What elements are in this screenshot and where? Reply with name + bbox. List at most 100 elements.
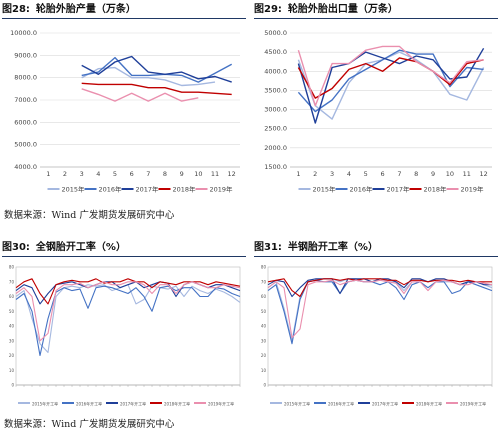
x-tick-label: 2 [63,170,67,178]
y-tick-label: 4500.0 [264,48,287,56]
series-line [81,55,232,83]
legend-label: 2018年开工率 [164,400,190,406]
y-tick-label: 8000.0 [14,74,37,82]
figure-title: 全钢胎开工率（%） [35,242,126,253]
x-tick-label: 5 [364,170,368,178]
series-line [15,284,241,354]
data-source-note: 数据来源：Wind 广发期货发展研究中心 [4,419,175,430]
x-tick-label: 10 [194,170,202,178]
y-tick-label: 1500.0 [264,163,287,171]
figure-title: 半钢胎开工率（%） [287,242,378,253]
legend-label: 2016年开工率 [328,400,354,406]
x-tick-label: 4 [347,170,351,178]
x-tick-label: 12 [479,170,487,178]
chart-panel-29: 图29: 轮胎外胎出口量（万条） 1500.0 2000.0 2500.0 3000.0… [254,2,498,202]
chart-panel-28: 图28: 轮胎外胎产量（万条） 4000.0 5000.0 6000.0 7000.0 8… [2,2,246,202]
x-tick-label: 10 [446,170,454,178]
legend-label: 2017年 [136,184,160,193]
panel-title-31: 图31: 半钢胎开工率（%） [254,240,498,257]
y-tick-label: 0 [263,383,266,388]
panel-title-30: 图30: 全钢胎开工率（%） [2,240,246,257]
y-tick-label: 50 [261,309,267,314]
series-line [297,51,485,120]
y-tick-label: 6000.0 [14,118,37,126]
x-tick-label: 3 [80,170,84,178]
y-tick-label: 4000.0 [264,67,287,75]
legend-label: 2017年 [387,184,411,193]
y-tick-label: 40 [261,324,267,329]
series-line [297,47,485,124]
x-tick-label: 11 [211,170,219,178]
y-tick-label: 40 [9,324,15,329]
y-tick-label: 60 [261,294,267,299]
series-line [81,82,232,96]
x-tick-label: 7 [397,170,401,178]
y-tick-label: 2000.0 [264,144,287,152]
series-line [297,57,484,99]
series-line [297,45,484,107]
legend-label: 2017年开工率 [372,400,398,406]
x-tick-label: 11 [463,170,471,178]
x-tick-label: 1 [296,170,300,178]
legend-label: 2015年 [313,184,337,193]
figure-title: 轮胎外胎出口量（万条） [287,4,398,15]
y-tick-label: 3000.0 [264,106,287,114]
series-line [267,279,493,345]
chart-29: 1500.02000.02500.03000.03500.04000.04500… [264,29,492,193]
series-line [15,278,241,305]
legend-label: 2019年开工率 [208,400,234,406]
x-tick-label: 8 [163,170,167,178]
chart-panel-30: 图30: 全钢胎开工率（%） 0 10 20 30 40 50 60 70 80 2015年开工率 2… [2,240,246,415]
legend-label: 2016年 [350,184,374,193]
x-tick-label: 9 [431,170,435,178]
x-tick-label: 7 [146,170,150,178]
legend-label: 2018年 [173,184,197,193]
y-tick-label: 9000.0 [14,51,37,59]
y-tick-label: 0 [11,383,14,388]
series-line [267,278,493,342]
y-tick-label: 10 [261,368,267,373]
y-tick-label: 10 [9,368,15,373]
y-tick-label: 30 [261,338,267,343]
series-line [267,278,492,298]
x-tick-label: 6 [130,170,134,178]
y-tick-label: 3500.0 [264,86,287,94]
series-line [15,281,241,342]
legend-label: 2019年 [461,184,485,193]
x-tick-label: 2 [313,170,317,178]
figure-number: 图28: [2,4,30,15]
legend-label: 2019年开工率 [460,400,486,406]
y-tick-label: 5000.0 [264,29,287,37]
panel-title-29: 图29: 轮胎外胎出口量（万条） [254,2,498,19]
y-tick-label: 80 [261,265,267,270]
legend-label: 2015年开工率 [32,400,58,406]
legend-label: 2016年 [99,184,123,193]
y-tick-label: 60 [9,294,15,299]
series-line [267,279,493,339]
x-tick-label: 3 [330,170,334,178]
panel-title-28: 图28: 轮胎外胎产量（万条） [2,2,246,19]
y-tick-label: 2500.0 [264,125,287,133]
legend-label: 2015年开工率 [284,400,310,406]
figure-number: 图30: [2,242,30,253]
y-tick-label: 4000.0 [14,163,37,171]
y-tick-label: 20 [9,353,15,358]
y-tick-label: 20 [261,353,267,358]
legend-label: 2016年开工率 [76,400,102,406]
chart-panel-31: 图31: 半钢胎开工率（%） 0 10 20 30 40 50 60 70 80 2015年开工率 2… [254,240,498,415]
y-tick-label: 70 [9,279,15,284]
y-tick-label: 50 [9,309,15,314]
x-tick-label: 1 [46,170,50,178]
y-tick-label: 30 [9,338,15,343]
y-tick-label: 5000.0 [14,141,37,149]
chart-30: 0 10 20 30 40 50 60 70 80 2015年开工率 2016年开工率 2017年开工… [9,265,241,406]
figure-number: 图29: [254,4,282,15]
figure-number: 图31: [254,242,282,253]
y-tick-label: 10000.0 [10,29,37,37]
y-tick-label: 7000.0 [14,96,37,104]
series-line [297,49,484,113]
figure-title: 轮胎外胎产量（万条） [35,4,136,15]
x-tick-label: 6 [381,170,385,178]
legend-label: 2018年 [424,184,448,193]
y-tick-label: 80 [9,265,15,270]
